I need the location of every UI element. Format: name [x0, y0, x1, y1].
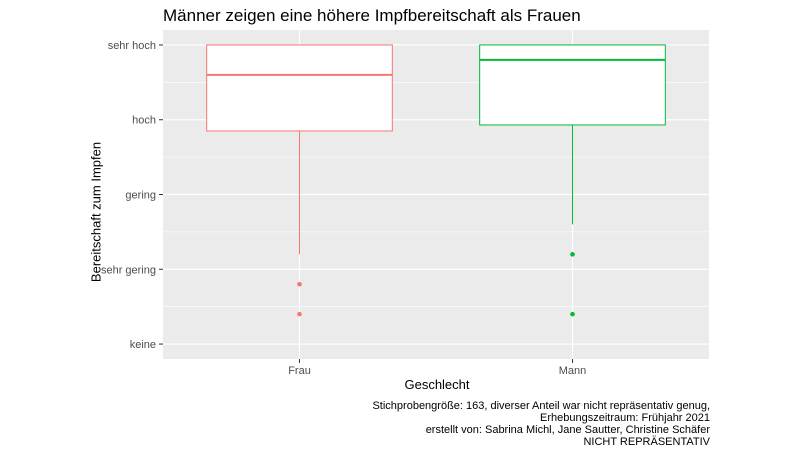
y-tick-label: hoch	[132, 115, 156, 127]
x-axis-label: Geschlecht	[404, 377, 470, 392]
y-tick-label: sehr hoch	[108, 40, 156, 52]
outlier-point	[570, 311, 575, 317]
y-tick-label: gering	[125, 190, 156, 202]
outlier-point	[297, 281, 302, 287]
outlier-point	[570, 252, 575, 257]
y-tick-label: sehr gering	[101, 264, 156, 276]
y-axis-label: Bereitschaft zum Impfen	[88, 141, 104, 283]
x-tick-label: Frau	[288, 365, 311, 377]
caption-line-2: Erhebungszeitraum: Frühjahr 2021	[540, 412, 710, 424]
y-tick-label: keine	[130, 339, 156, 351]
caption: Stichprobengröße: 163, diverser Anteil w…	[372, 400, 710, 448]
x-axis: Frau Mann	[288, 359, 586, 377]
boxes	[206, 44, 666, 317]
box	[479, 44, 666, 126]
caption-line-1: Stichprobengröße: 163, diverser Anteil w…	[372, 400, 710, 412]
caption-line-4: NICHT REPRÄSENTATIV	[583, 436, 710, 448]
x-tick-label: Mann	[559, 365, 587, 377]
outlier-point	[297, 311, 302, 317]
caption-line-3: erstellt von: Sabrina Michl, Jane Sautte…	[425, 424, 710, 436]
chart-title: Männer zeigen eine höhere Impfbereitscha…	[163, 6, 581, 25]
y-axis: keine sehr gering gering hoch sehr hoch	[101, 40, 163, 351]
box	[206, 44, 393, 132]
